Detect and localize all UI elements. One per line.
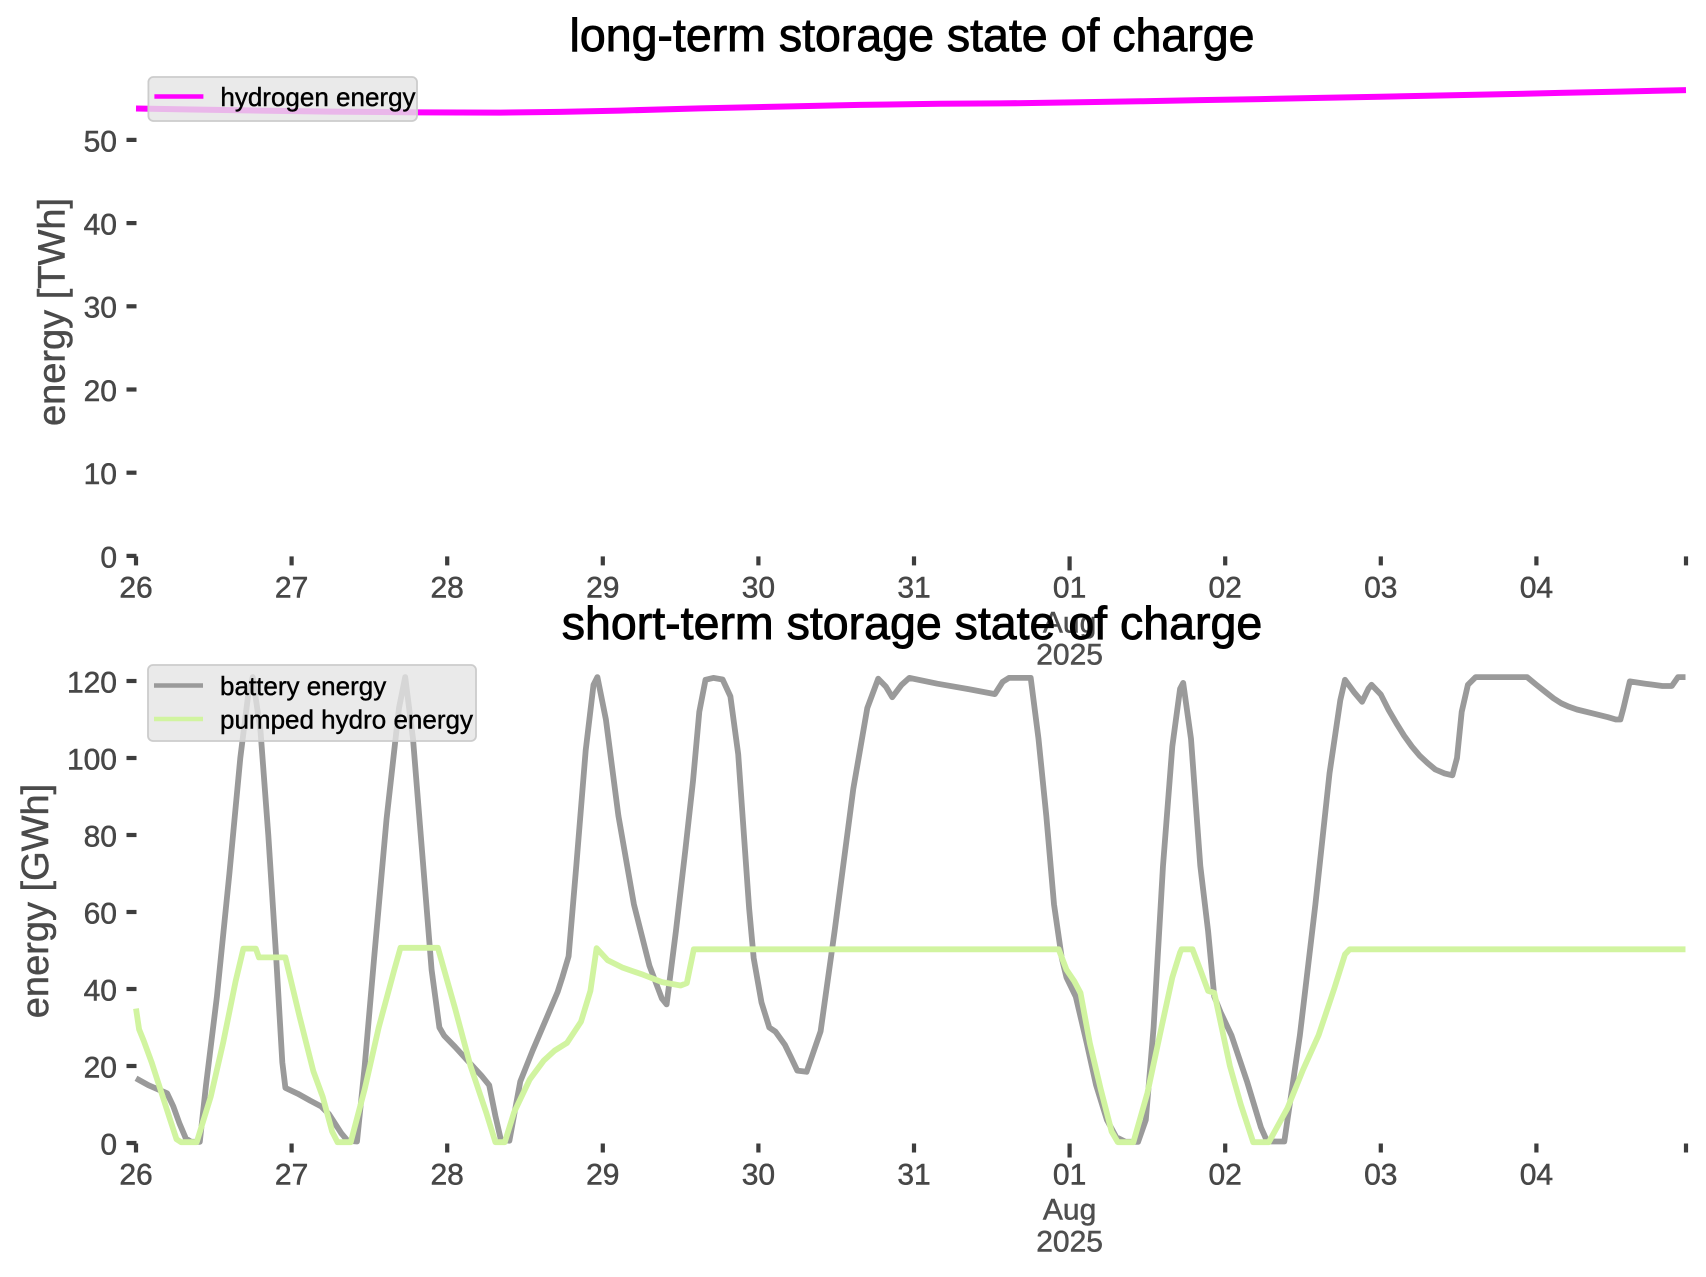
svg-text:long-term storage state of cha: long-term storage state of charge	[570, 9, 1255, 61]
svg-text:battery energy: battery energy	[220, 671, 386, 701]
svg-text:29: 29	[586, 571, 619, 604]
svg-text:26: 26	[119, 571, 152, 604]
svg-text:short-term storage state of ch: short-term storage state of charge	[562, 597, 1262, 649]
svg-text:0: 0	[100, 1128, 117, 1161]
svg-text:30: 30	[742, 1159, 775, 1192]
svg-text:20: 20	[84, 375, 117, 408]
svg-text:40: 40	[84, 209, 117, 242]
svg-text:80: 80	[84, 820, 117, 853]
svg-text:03: 03	[1364, 571, 1397, 604]
svg-text:0: 0	[100, 541, 117, 574]
svg-text:29: 29	[586, 1159, 619, 1192]
svg-text:01: 01	[1053, 1159, 1086, 1192]
svg-text:10: 10	[84, 458, 117, 491]
svg-text:31: 31	[897, 1159, 930, 1192]
svg-text:02: 02	[1209, 571, 1242, 604]
svg-text:hydrogen energy: hydrogen energy	[220, 82, 415, 112]
svg-text:27: 27	[275, 571, 308, 604]
svg-text:120: 120	[67, 666, 117, 699]
svg-text:20: 20	[84, 1051, 117, 1084]
svg-text:2025: 2025	[1036, 638, 1103, 671]
svg-text:01: 01	[1053, 571, 1086, 604]
svg-text:energy [GWh]: energy [GWh]	[15, 784, 57, 1018]
svg-text:26: 26	[119, 1159, 152, 1192]
svg-text:60: 60	[84, 897, 117, 930]
svg-text:04: 04	[1520, 1159, 1553, 1192]
svg-text:04: 04	[1520, 571, 1553, 604]
svg-text:Aug: Aug	[1043, 1194, 1096, 1227]
svg-text:03: 03	[1364, 1159, 1397, 1192]
svg-text:energy [TWh]: energy [TWh]	[32, 198, 74, 426]
svg-text:2025: 2025	[1036, 1226, 1103, 1259]
svg-text:02: 02	[1209, 1159, 1242, 1192]
svg-text:pumped hydro energy: pumped hydro energy	[220, 705, 473, 735]
svg-text:100: 100	[67, 743, 117, 776]
svg-text:Aug: Aug	[1043, 606, 1096, 639]
svg-text:28: 28	[431, 1159, 464, 1192]
svg-text:50: 50	[84, 125, 117, 158]
svg-text:31: 31	[897, 571, 930, 604]
svg-text:28: 28	[431, 571, 464, 604]
svg-text:27: 27	[275, 1159, 308, 1192]
svg-text:30: 30	[84, 292, 117, 325]
svg-text:40: 40	[84, 974, 117, 1007]
svg-text:30: 30	[742, 571, 775, 604]
